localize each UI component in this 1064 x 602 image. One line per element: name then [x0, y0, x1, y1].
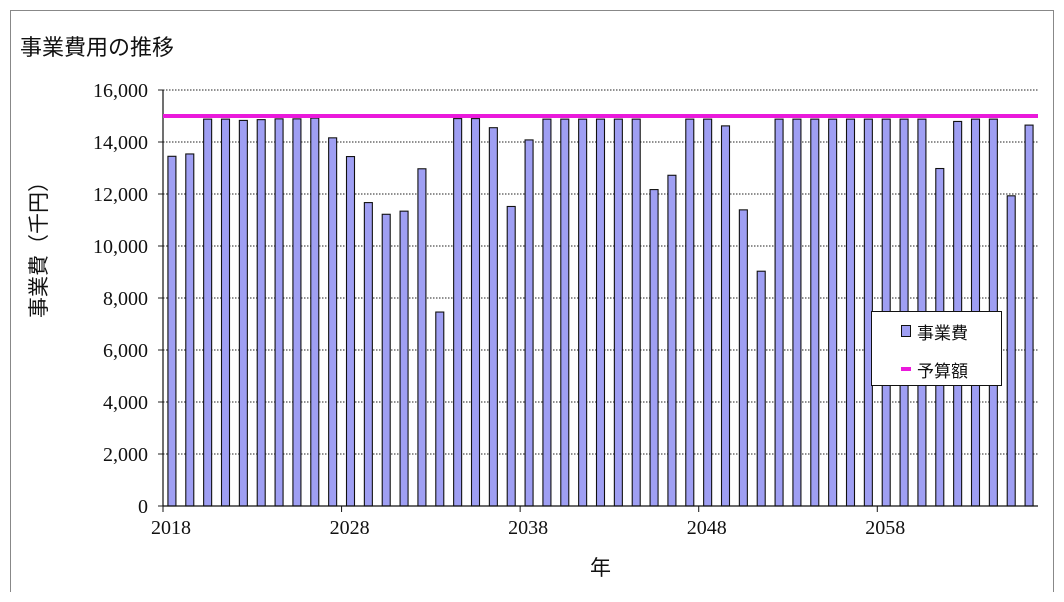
y-tick-label: 16,000 [93, 80, 148, 102]
legend: 事業費 予算額 [871, 311, 1002, 386]
bar [292, 118, 302, 507]
chart-title: 事業費用の推移 [20, 35, 175, 60]
bar [470, 118, 481, 507]
bar [399, 210, 409, 507]
x-tick-label: 2028 [330, 517, 370, 539]
y-tick-label: 6,000 [103, 340, 148, 362]
bar [685, 118, 695, 507]
y-tick-label: 4,000 [103, 392, 148, 414]
bar [381, 213, 391, 507]
bar [667, 174, 677, 507]
labels-layer: 0 2,000 4,000 6,000 8,000 10,000 12,000 14,000 1… [93, 80, 905, 539]
bar [417, 168, 427, 507]
y-tick-label: 12,000 [93, 184, 148, 206]
bar [363, 202, 373, 507]
bar [560, 118, 570, 507]
x-tick-label: 2048 [687, 517, 727, 539]
bar [631, 118, 641, 507]
legend-swatch-cost [901, 325, 911, 337]
legend-item-cost: 事業費 [872, 319, 1001, 344]
bar [810, 118, 820, 507]
bar [613, 118, 623, 507]
bar [238, 119, 248, 507]
axes-layer [158, 89, 1038, 512]
x-axis-title: 年 [590, 556, 611, 580]
bar [185, 153, 195, 507]
x-tick-label: 2038 [508, 517, 548, 539]
bar [845, 118, 856, 507]
bar [1024, 124, 1034, 507]
bar [578, 118, 588, 507]
legend-swatch-budget [901, 367, 911, 371]
bar [524, 139, 534, 507]
bar [595, 118, 606, 507]
bar [328, 137, 338, 507]
y-tick-label: 14,000 [93, 132, 148, 154]
bar [256, 119, 266, 507]
bar [542, 118, 552, 507]
bar [738, 209, 748, 507]
bar [167, 155, 177, 507]
bar [345, 156, 356, 507]
legend-label-cost: 事業費 [917, 323, 968, 344]
bar [1006, 195, 1016, 507]
x-tick-label: 2058 [865, 517, 905, 539]
y-axis-title: 事業費（千円） [27, 171, 51, 318]
bar [488, 127, 498, 507]
y-tick-label: 8,000 [103, 288, 148, 310]
legend-item-budget: 予算額 [872, 357, 1001, 382]
bar [649, 189, 659, 507]
bar [774, 118, 784, 507]
bar [703, 118, 713, 507]
bar [453, 118, 463, 507]
bar [756, 270, 766, 507]
bar [274, 118, 284, 507]
y-tick-label: 10,000 [93, 236, 148, 258]
x-tick-label: 2018 [151, 517, 191, 539]
y-tick-label: 2,000 [103, 444, 148, 466]
bar [506, 205, 516, 507]
bar [792, 118, 802, 507]
bar [720, 125, 731, 507]
bar [220, 118, 231, 507]
bar [828, 118, 838, 507]
y-tick-label: 0 [138, 496, 148, 518]
legend-label-budget: 予算額 [917, 361, 968, 382]
bar [435, 311, 445, 507]
bar [203, 118, 213, 507]
bar [310, 117, 320, 507]
